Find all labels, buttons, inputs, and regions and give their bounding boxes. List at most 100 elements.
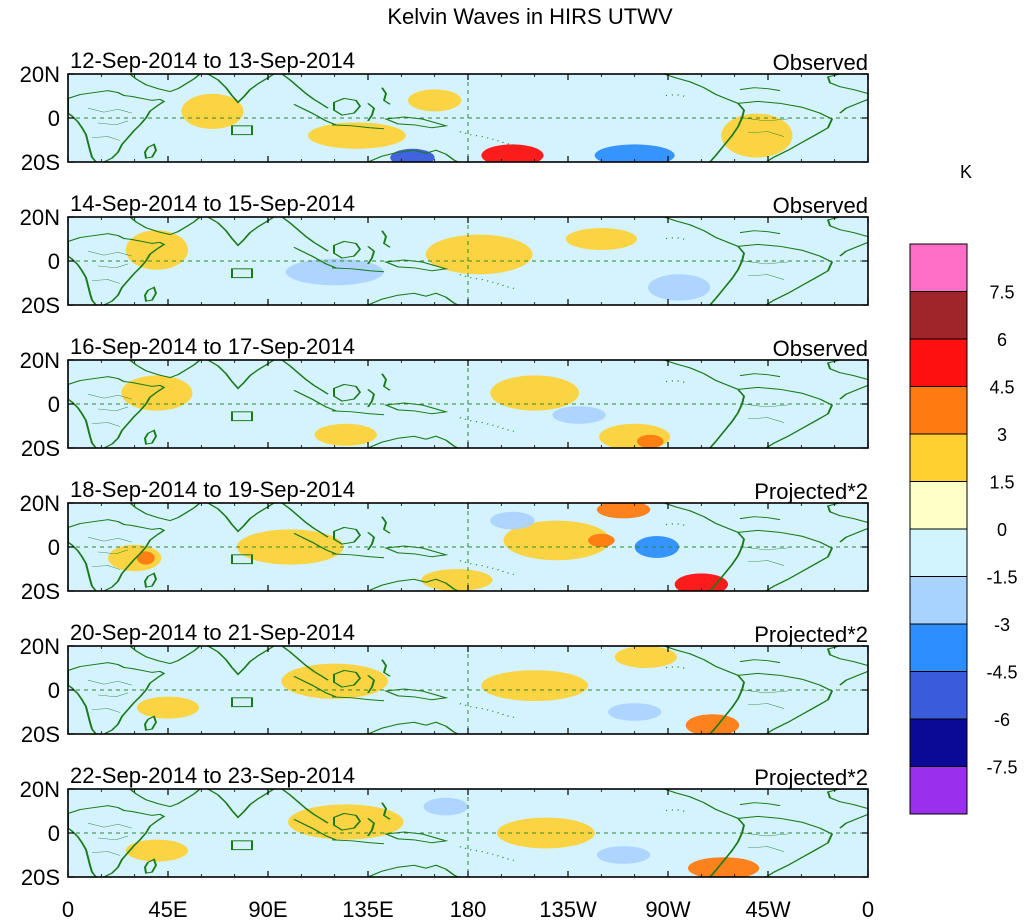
anomaly-contour [314,423,377,446]
colorbar-level-label: 1.5 [989,473,1014,493]
anomaly-contour [588,533,615,548]
panel-date-range: 14-Sep-2014 to 15-Sep-2014 [70,191,355,216]
anomaly-contour [481,670,588,701]
anomaly-contour [552,406,606,424]
anomaly-contour [181,93,244,129]
colorbar-level-label: -1.5 [986,568,1017,588]
colorbar-level-label: 4.5 [989,378,1014,398]
lon-label: 0 [62,897,74,922]
map-panel-4: 18-Sep-2014 to 19-Sep-2014 Projected*2 20N… [20,477,869,604]
lat-label: 20N [20,348,60,373]
panel-date-range: 22-Sep-2014 to 23-Sep-2014 [70,763,355,788]
colorbar-swatch [909,386,968,435]
anomaly-contour [136,551,155,565]
colorbar-level-label: 6 [997,330,1007,350]
lat-label: 20N [20,777,60,802]
lat-label: 20S [21,436,60,461]
anomaly-contour [503,520,611,561]
lon-label: 45W [745,897,790,922]
longitude-axis: 0 45E 90E 135E 180 135W 90W 45W 0 [62,897,874,922]
colorbar-swatch [909,291,968,340]
panel-date-range: 12-Sep-2014 to 13-Sep-2014 [70,48,355,73]
map-panel-1: 12-Sep-2014 to 13-Sep-2014 Observed 20N 0 20… [20,48,869,175]
anomaly-contour [648,274,711,301]
lon-label: 135W [539,897,597,922]
lon-label: 180 [450,897,487,922]
lon-label: 45E [148,897,187,922]
lon-label: 135E [342,897,393,922]
anomaly-contour [565,228,637,250]
anomaly-contour [125,839,188,862]
lon-label: 0 [862,897,874,922]
anomaly-contour [285,258,384,286]
panel-date-range: 16-Sep-2014 to 17-Sep-2014 [70,334,355,359]
anomaly-contour [408,89,462,112]
colorbar-level-label: 3 [997,425,1007,445]
panel-date-range: 20-Sep-2014 to 21-Sep-2014 [70,620,355,645]
anomaly-contour [125,230,188,270]
lat-label: 20S [21,293,60,318]
lat-label: 20N [20,205,60,230]
anomaly-contour [481,144,544,162]
map-panel-3: 16-Sep-2014 to 17-Sep-2014 Observed 20N 0 20… [20,334,869,461]
anomaly-contour [594,144,675,162]
colorbar-swatch [909,528,968,577]
anomaly-contour [425,234,533,275]
anomaly-contour [421,569,493,591]
colorbar-level-label: -6 [994,710,1010,730]
colorbar-swatch [909,243,968,292]
colorbar-swatch [909,671,968,720]
colorbar-swatch [909,766,968,815]
colorbar-swatch [909,338,968,387]
colorbar: K 7.5 6 4.5 3 1.5 0 -1.5 -3 -4.5 -6 -7.5 [909,162,1018,815]
map-panel-2: 14-Sep-2014 to 15-Sep-2014 Observed 20N 0 20… [20,191,869,318]
anomaly-contour [121,375,193,411]
anomaly-contour [390,148,435,162]
anomaly-contour [685,714,740,734]
map-panel-6: 22-Sep-2014 to 23-Sep-2014 Projected*2 20N… [20,763,869,890]
figure-title: Kelvin Waves in HIRS UTWV [387,4,673,29]
lon-label: 90E [248,897,287,922]
lat-label: 20N [20,62,60,87]
colorbar-level-label: -4.5 [986,663,1017,683]
colorbar-swatch [909,718,968,767]
panel-status: Projected*2 [754,622,868,647]
lat-label: 0 [48,678,60,703]
lat-label: 20S [21,865,60,890]
panel-status: Observed [773,336,868,361]
panel-status: Projected*2 [754,765,868,790]
colorbar-level-label: 0 [997,520,1007,540]
anomaly-contour [136,696,200,719]
anomaly-contour [596,503,651,519]
anomaly-contour [490,511,535,530]
panel-status: Observed [773,50,868,75]
anomaly-contour [608,703,662,721]
colorbar-swatch [909,433,968,482]
colorbar-swatch [909,576,968,625]
lat-label: 0 [48,392,60,417]
colorbar-level-label: 7.5 [989,283,1014,303]
anomaly-contour [496,817,595,849]
lat-label: 20S [21,722,60,747]
panel-status: Projected*2 [754,479,868,504]
lat-label: 20S [21,150,60,175]
colorbar-swatch [909,481,968,530]
colorbar-level-label: -3 [994,615,1010,635]
anomaly-contour [236,529,344,565]
anomaly-contour [423,797,468,816]
colorbar-swatch [909,623,968,672]
lon-label: 90W [645,897,690,922]
anomaly-contour [636,434,664,448]
colorbar-level-label: -7.5 [986,758,1017,778]
lat-label: 20S [21,579,60,604]
anomaly-contour [688,857,760,877]
panel-date-range: 18-Sep-2014 to 19-Sep-2014 [70,477,355,502]
lat-label: 0 [48,535,60,560]
lat-label: 0 [48,821,60,846]
anomaly-contour [674,573,728,591]
anomaly-contour [634,536,680,558]
map-panel-5: 20-Sep-2014 to 21-Sep-2014 Projected*2 20N… [20,620,869,747]
anomaly-contour [596,846,651,864]
lat-label: 0 [48,249,60,274]
